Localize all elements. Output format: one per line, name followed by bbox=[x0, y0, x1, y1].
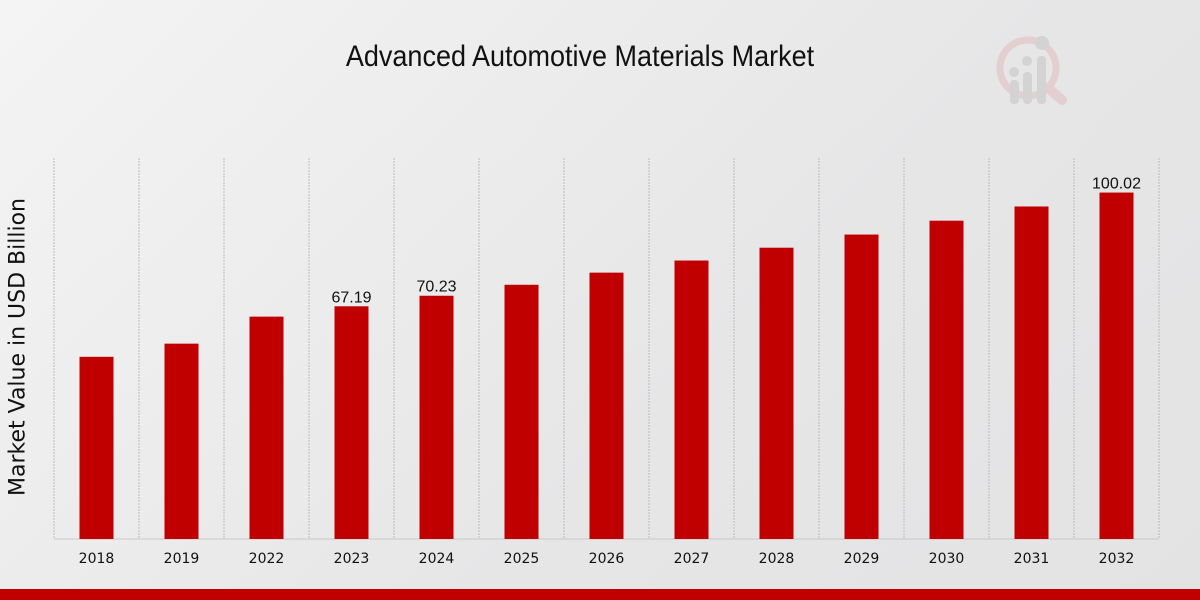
x-tick-label: 2024 bbox=[419, 551, 455, 567]
chart-title: Advanced Automotive Materials Market bbox=[345, 40, 815, 73]
bar-2027 bbox=[674, 260, 709, 539]
x-tick-label: 2031 bbox=[1014, 551, 1050, 567]
bar-2022 bbox=[249, 316, 284, 539]
x-tick-label: 2019 bbox=[164, 551, 200, 567]
bar-2023 bbox=[334, 306, 369, 539]
x-tick-label: 2027 bbox=[674, 551, 710, 567]
bar-2026 bbox=[589, 272, 624, 539]
x-tick-label: 2022 bbox=[249, 551, 285, 567]
bar-2024 bbox=[419, 295, 454, 539]
bar-2028 bbox=[759, 247, 794, 539]
bar-2025 bbox=[504, 284, 539, 539]
x-tick-label: 2018 bbox=[79, 551, 115, 567]
x-tick-label: 2025 bbox=[504, 551, 540, 567]
x-tick-label: 2032 bbox=[1099, 551, 1135, 567]
x-tick-label: 2028 bbox=[759, 551, 795, 567]
bar-2019 bbox=[164, 343, 199, 539]
x-tick-label: 2023 bbox=[334, 551, 370, 567]
bar-2031 bbox=[1014, 206, 1049, 539]
bar-2030 bbox=[929, 220, 964, 539]
x-tick-label: 2030 bbox=[929, 551, 965, 567]
x-tick-label: 2029 bbox=[844, 551, 880, 567]
data-label: 100.02 bbox=[1092, 176, 1141, 193]
footer-bar bbox=[0, 589, 1200, 600]
bar-2032 bbox=[1099, 192, 1134, 540]
x-tick-label: 2026 bbox=[589, 551, 625, 567]
bar-2029 bbox=[844, 234, 879, 539]
data-label: 67.19 bbox=[331, 289, 371, 306]
bar-2018 bbox=[79, 356, 114, 539]
data-label: 70.23 bbox=[416, 279, 456, 296]
